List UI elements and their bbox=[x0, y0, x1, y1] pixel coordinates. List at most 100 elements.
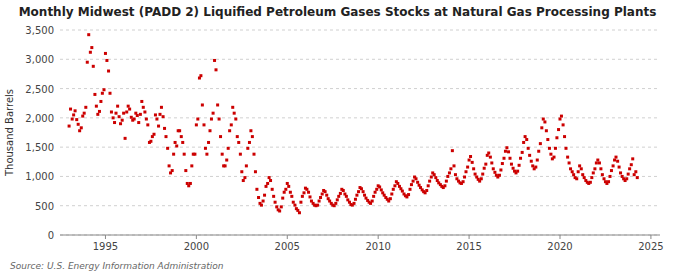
point bbox=[287, 185, 290, 188]
point bbox=[522, 141, 525, 144]
point bbox=[84, 106, 87, 109]
point bbox=[165, 135, 168, 138]
point bbox=[275, 205, 278, 208]
point bbox=[74, 109, 77, 112]
point bbox=[598, 161, 601, 164]
x-tick-label: 2015 bbox=[456, 241, 481, 252]
point bbox=[446, 175, 449, 178]
point bbox=[78, 129, 81, 132]
point bbox=[101, 92, 104, 95]
point bbox=[401, 190, 404, 193]
point bbox=[537, 150, 540, 153]
point bbox=[95, 105, 98, 108]
point bbox=[336, 198, 339, 201]
point bbox=[601, 173, 604, 176]
point bbox=[234, 118, 237, 121]
point bbox=[143, 111, 146, 114]
point bbox=[528, 154, 531, 157]
grid-line bbox=[60, 30, 660, 31]
point bbox=[578, 164, 581, 167]
point bbox=[103, 88, 106, 91]
point bbox=[627, 173, 630, 176]
point bbox=[251, 135, 254, 138]
x-axis-line bbox=[60, 235, 660, 236]
point bbox=[243, 176, 246, 179]
point bbox=[69, 108, 72, 111]
point bbox=[490, 161, 493, 164]
point bbox=[290, 195, 293, 198]
point bbox=[166, 147, 169, 150]
point bbox=[372, 195, 375, 198]
point bbox=[616, 160, 619, 163]
point bbox=[525, 138, 528, 141]
point bbox=[498, 174, 501, 177]
point bbox=[280, 205, 283, 208]
point bbox=[565, 147, 568, 150]
point bbox=[113, 121, 116, 124]
point bbox=[416, 181, 419, 184]
point bbox=[87, 33, 90, 36]
x-tick bbox=[469, 235, 470, 239]
point bbox=[410, 183, 413, 186]
point bbox=[362, 190, 365, 193]
point bbox=[262, 200, 265, 203]
point bbox=[548, 147, 551, 150]
x-tick bbox=[196, 235, 197, 239]
point bbox=[560, 115, 563, 118]
point bbox=[636, 176, 639, 179]
point bbox=[615, 156, 618, 159]
point bbox=[110, 111, 113, 114]
point bbox=[86, 61, 89, 64]
point bbox=[581, 173, 584, 176]
point bbox=[303, 191, 306, 194]
x-tick-label: 1995 bbox=[93, 241, 118, 252]
point bbox=[305, 188, 308, 191]
point bbox=[609, 175, 612, 178]
grid-line bbox=[60, 88, 660, 89]
point bbox=[99, 100, 102, 103]
point bbox=[318, 200, 321, 203]
point bbox=[549, 153, 552, 156]
point bbox=[289, 191, 292, 194]
point bbox=[221, 153, 224, 156]
page: {"chart_data": { "type": "scatter", "tit… bbox=[0, 0, 675, 275]
point bbox=[92, 65, 95, 68]
point bbox=[266, 182, 269, 185]
point bbox=[237, 141, 240, 144]
point bbox=[524, 135, 527, 138]
point bbox=[465, 170, 468, 173]
point bbox=[504, 150, 507, 153]
point bbox=[253, 153, 256, 156]
point bbox=[263, 194, 266, 197]
point bbox=[154, 113, 157, 116]
point bbox=[451, 149, 454, 152]
point bbox=[172, 153, 175, 156]
point bbox=[245, 164, 248, 167]
point bbox=[334, 202, 337, 205]
grid-line bbox=[60, 117, 660, 118]
point bbox=[228, 129, 231, 132]
point bbox=[219, 135, 222, 138]
point bbox=[539, 142, 542, 145]
point bbox=[136, 114, 139, 117]
point bbox=[472, 167, 475, 170]
point bbox=[540, 126, 543, 129]
point bbox=[631, 157, 634, 160]
point bbox=[195, 123, 198, 126]
point bbox=[98, 110, 101, 113]
point bbox=[204, 147, 207, 150]
point bbox=[268, 176, 271, 179]
point bbox=[531, 164, 534, 167]
point bbox=[284, 188, 287, 191]
point bbox=[203, 123, 206, 126]
point bbox=[316, 204, 319, 207]
point bbox=[390, 193, 393, 196]
point bbox=[162, 115, 165, 118]
point bbox=[157, 125, 160, 128]
point bbox=[207, 141, 210, 144]
point bbox=[380, 188, 383, 191]
point bbox=[307, 191, 310, 194]
point bbox=[309, 195, 312, 198]
point bbox=[233, 112, 236, 115]
point bbox=[493, 171, 496, 174]
